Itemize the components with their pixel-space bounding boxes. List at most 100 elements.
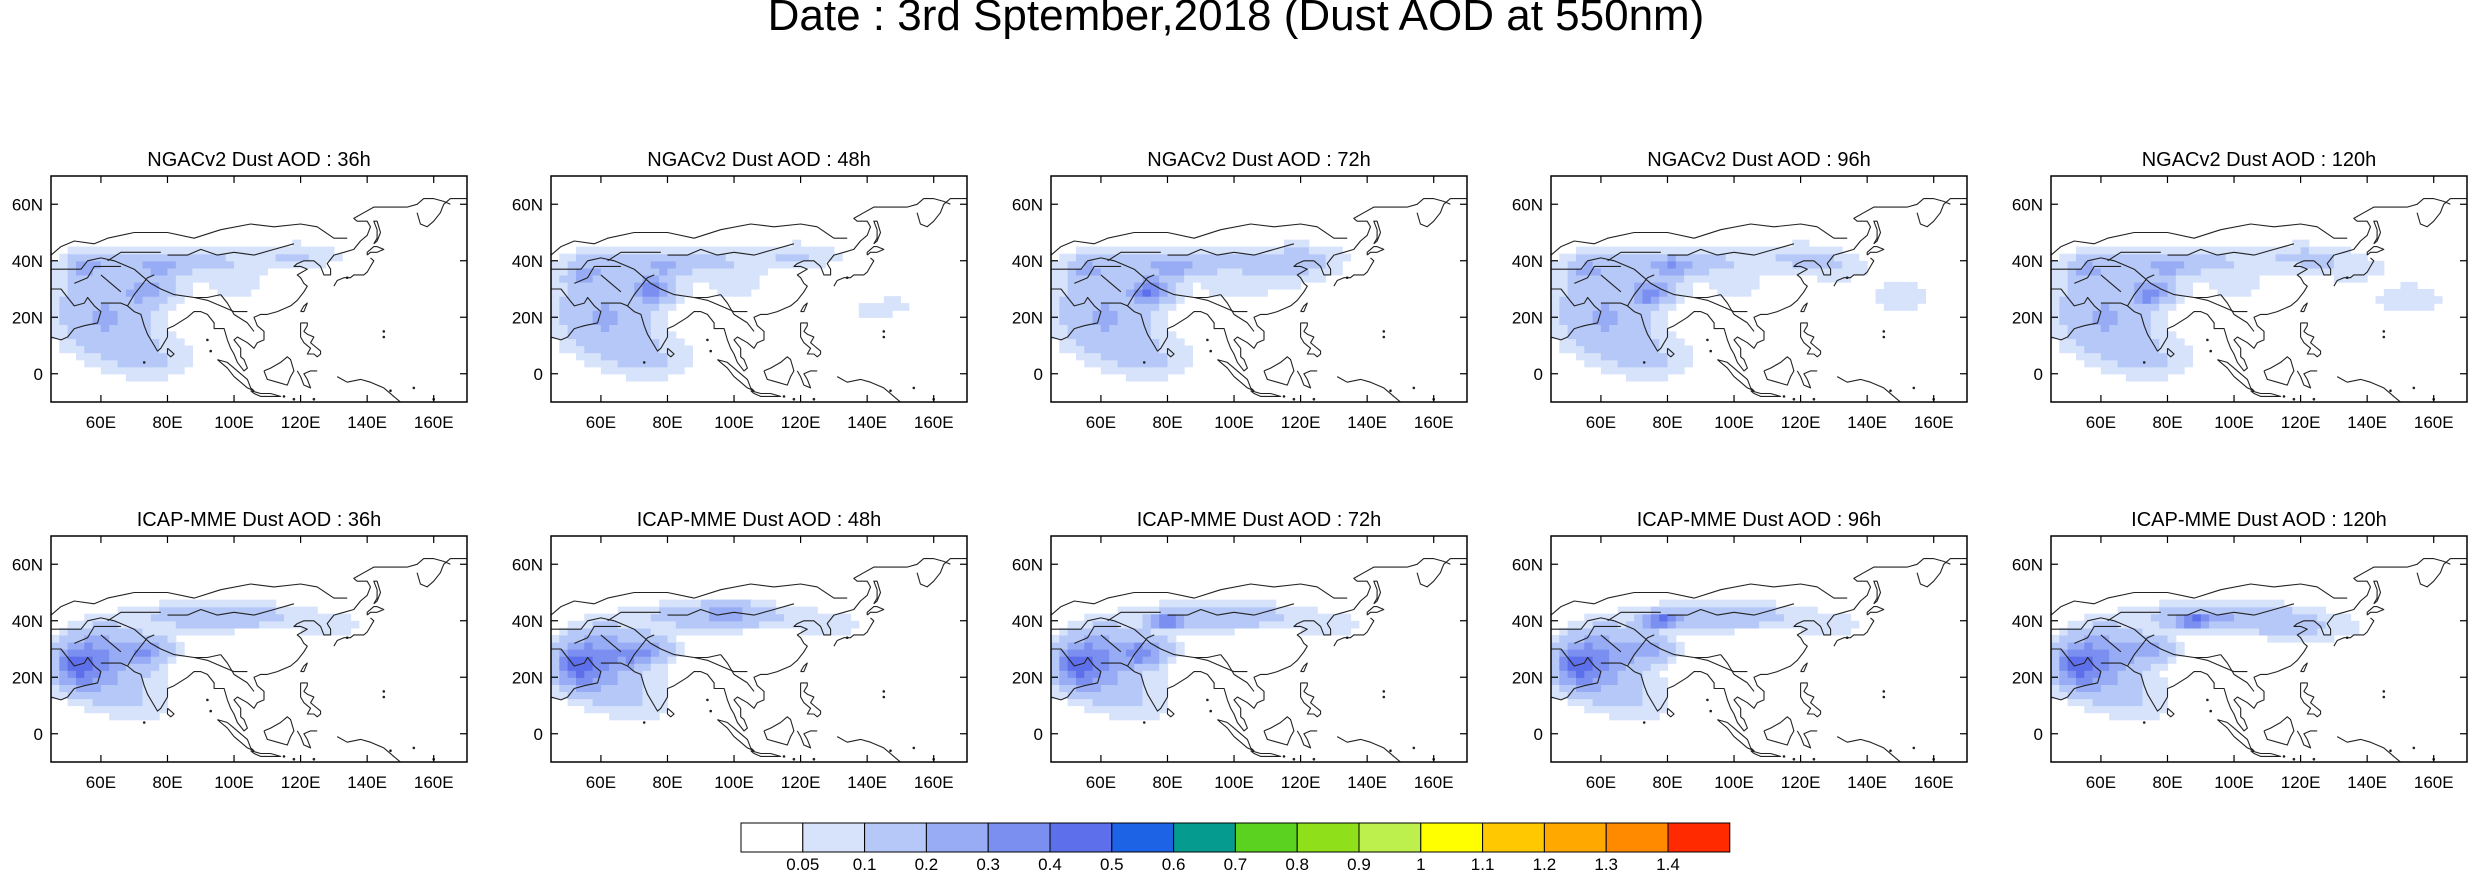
lon-tick-label: 160E	[414, 413, 454, 432]
lat-tick-label: 20N	[1512, 308, 1543, 327]
lat-tick-label: 0	[34, 365, 43, 384]
lat-tick-label: 20N	[512, 308, 543, 327]
lon-tick-label: 60E	[1086, 413, 1116, 432]
colorbar-label: 1.4	[1656, 855, 1680, 874]
lon-tick-label: 160E	[414, 773, 454, 792]
lon-tick-label: 120E	[1781, 413, 1821, 432]
lon-tick-label: 160E	[2414, 773, 2454, 792]
coastlines	[2051, 558, 2467, 762]
colorbar-label: 0.3	[976, 855, 1000, 874]
lon-tick-label: 80E	[1652, 773, 1682, 792]
coastlines	[551, 558, 967, 762]
lon-tick-label: 80E	[1152, 413, 1182, 432]
lon-tick-label: 120E	[281, 773, 321, 792]
lat-tick-label: 60N	[1512, 555, 1543, 574]
map-panel: ICAP-MME Dust AOD : 120h 60E 80E 100E 120E 14…	[2012, 509, 2468, 792]
lon-tick-label: 80E	[2152, 413, 2182, 432]
lon-tick-label: 120E	[781, 413, 821, 432]
lat-tick-label: 40N	[512, 612, 543, 631]
lat-tick-label: 40N	[2012, 612, 2043, 631]
map-frame	[1550, 175, 1968, 403]
lat-tick-label: 20N	[512, 668, 543, 687]
lat-tick-label: 20N	[12, 308, 43, 327]
lon-tick-label: 100E	[1214, 773, 1254, 792]
lon-tick-label: 80E	[1652, 413, 1682, 432]
map-panel: NGACv2 Dust AOD : 72h 60E 80E 100E 120E 140E 1…	[1012, 149, 1468, 432]
lat-tick-label: 40N	[2012, 252, 2043, 271]
lon-tick-label: 80E	[152, 773, 182, 792]
lat-tick-label: 60N	[12, 555, 43, 574]
lon-tick-label: 140E	[2347, 413, 2387, 432]
lon-tick-label: 80E	[1152, 773, 1182, 792]
lon-tick-label: 60E	[586, 413, 616, 432]
colorbar-label: 1.2	[1533, 855, 1557, 874]
colorbar-swatch	[987, 822, 1051, 853]
aod-shading	[51, 599, 360, 721]
map-panel: NGACv2 Dust AOD : 48h 60E 80E 100E 120E 140E 1…	[512, 149, 968, 432]
lat-tick-label: 60N	[512, 555, 543, 574]
coastlines	[51, 198, 467, 402]
map-panel: ICAP-MME Dust AOD : 36h 60E 80E 100E 120E 140…	[12, 509, 468, 792]
panel-title: NGACv2 Dust AOD : 48h	[647, 149, 870, 171]
map-panel: NGACv2 Dust AOD : 120h 60E 80E 100E 120E 140E…	[2012, 149, 2468, 432]
lat-tick-label: 20N	[12, 668, 43, 687]
colorbar-label: 1.3	[1594, 855, 1618, 874]
figure-title: Date : 3rd Sptember,2018 (Dust AOD at 55…	[768, 0, 1705, 40]
colorbar-swatch	[1049, 822, 1113, 853]
colorbar-label: 0.6	[1162, 855, 1186, 874]
lat-tick-label: 60N	[2012, 195, 2043, 214]
aod-shading	[551, 239, 910, 382]
lon-tick-label: 140E	[2347, 773, 2387, 792]
colorbar-label: 1.1	[1471, 855, 1495, 874]
lat-tick-label: 20N	[1012, 308, 1043, 327]
lon-tick-label: 60E	[586, 773, 616, 792]
lat-tick-label: 60N	[1012, 195, 1043, 214]
lat-tick-label: 60N	[1512, 195, 1543, 214]
lon-tick-label: 100E	[1214, 413, 1254, 432]
colorbar-swatch	[1358, 822, 1422, 853]
map-panel: NGACv2 Dust AOD : 96h 60E 80E 100E 120E 140E 1…	[1512, 149, 1968, 432]
colorbar-label: 0.7	[1224, 855, 1248, 874]
lat-tick-label: 0	[34, 725, 43, 744]
coastlines	[51, 558, 467, 762]
colorbar-swatch	[1234, 822, 1298, 853]
colorbar-label: 1	[1416, 855, 1425, 874]
lon-tick-label: 100E	[714, 773, 754, 792]
map-panel: ICAP-MME Dust AOD : 48h 60E 80E 100E 120E 140…	[512, 509, 968, 792]
lon-tick-label: 60E	[2086, 773, 2116, 792]
lon-tick-label: 60E	[1586, 773, 1616, 792]
lon-tick-label: 120E	[1281, 773, 1321, 792]
colorbar: 0.05 0.1 0.2 0.3 0.4 0.5 0.6 0.7 0.8 0.9 1 1.1 1.2 1.…	[740, 822, 1731, 874]
lat-tick-label: 0	[1534, 725, 1543, 744]
colorbar-swatch	[864, 822, 927, 853]
lon-tick-label: 120E	[1781, 773, 1821, 792]
lon-tick-label: 120E	[1281, 413, 1321, 432]
colorbar-swatch	[1605, 822, 1669, 853]
lon-tick-label: 80E	[2152, 773, 2182, 792]
lon-tick-label: 60E	[1086, 773, 1116, 792]
map-frame	[550, 535, 968, 763]
lon-tick-label: 140E	[1847, 413, 1887, 432]
lon-tick-label: 60E	[2086, 413, 2116, 432]
panel-title: ICAP-MME Dust AOD : 96h	[1637, 509, 1882, 531]
colorbar-label: 0.1	[853, 855, 877, 874]
lat-tick-label: 60N	[512, 195, 543, 214]
lon-tick-label: 160E	[1414, 773, 1454, 792]
map-frame	[2050, 535, 2468, 763]
lon-tick-label: 140E	[347, 773, 387, 792]
colorbar-label: 0.8	[1285, 855, 1309, 874]
lon-tick-label: 140E	[1347, 413, 1387, 432]
lon-tick-label: 140E	[847, 413, 887, 432]
aod-shading	[1551, 239, 1926, 382]
map-frame	[50, 175, 468, 403]
map-frame	[1050, 175, 1468, 403]
aod-shading	[2051, 239, 2443, 382]
aod-shading	[1051, 599, 1360, 721]
coastlines	[1051, 198, 1467, 402]
lat-tick-label: 0	[1534, 365, 1543, 384]
panel-title: ICAP-MME Dust AOD : 36h	[137, 509, 382, 531]
lat-tick-label: 40N	[1512, 612, 1543, 631]
lat-tick-label: 20N	[2012, 308, 2043, 327]
lat-tick-label: 40N	[1012, 252, 1043, 271]
colorbar-swatch	[1111, 822, 1175, 853]
